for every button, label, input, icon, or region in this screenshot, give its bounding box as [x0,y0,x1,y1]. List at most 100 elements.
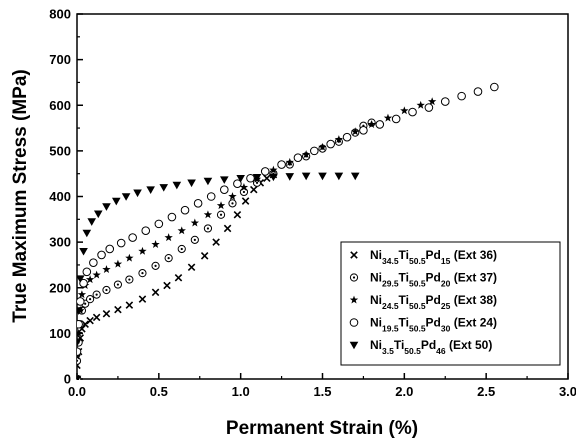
data-point [351,127,360,136]
series-s2 [77,118,376,380]
data-point [113,280,123,289]
data-point [334,172,344,181]
axis-ticks [76,13,569,380]
legend-text-part: (Ext 38) [450,293,497,307]
data-point [77,339,82,347]
data-point [154,219,164,229]
data-point [172,181,182,190]
data-point [190,235,199,244]
data-point [77,328,83,337]
data-point [114,305,122,314]
data-point [260,167,270,176]
y-tick-label: 800 [49,7,71,22]
data-point [350,172,360,181]
data-point [236,174,245,183]
data-point [128,233,137,242]
x-tick-label: 0.5 [150,384,168,399]
legend-label: Ni24.5Ti50.5Pd25 (Ext 38) [370,293,497,311]
y-tick-label: 100 [49,326,71,341]
y-tick-label: 300 [49,235,71,250]
data-point [174,273,183,282]
data-point [141,226,151,236]
data-point [457,91,466,101]
data-point [116,238,126,248]
y-tick-label: 200 [49,280,71,295]
legend-label: Ni19.5Ti50.5Pd30 (Ext 24) [370,316,497,334]
data-point [89,258,98,267]
data-point [82,267,92,277]
data-point [246,173,255,183]
data-point [220,176,229,184]
tick-labels: 0.0 0.5 1.0 1.5 2.0 2.5 3.0 0 100 200 300 400 500 600… [49,7,576,400]
legend-marker [349,273,359,282]
data-point [220,185,229,194]
data-point [203,224,213,233]
legend-subscript: 50.5 [404,346,421,356]
series-s1 [77,170,278,380]
data-point [203,177,213,186]
data-point [85,275,95,284]
legend-text-part: (Ext 50) [446,338,493,352]
data-point [111,197,121,206]
data-point [180,205,190,215]
legend-text-part: Ti [399,248,409,262]
data-point [151,261,160,270]
data-point [301,150,311,159]
legend-label: Ni34.5Ti50.5Pd15 (Ext 36) [370,248,497,266]
data-point [228,199,237,208]
data-point [301,172,311,181]
data-point [121,193,131,201]
legend-label: Ni3.5Ti50.5Pd46 (Ext 50) [370,338,492,356]
y-tick-label: 500 [49,143,71,158]
y-tick-label: 400 [49,189,71,204]
data-point [200,252,209,260]
legend-text-part: Ni [370,271,382,285]
legend-text-part: Pd [426,316,441,330]
data-point [359,126,368,135]
data-point [239,187,249,197]
data-point [151,288,160,297]
data-point [177,226,186,235]
data-point [138,246,147,255]
data-point [440,97,450,106]
legend-text-part: Ti [394,338,404,352]
data-point [164,233,173,242]
legend-subscript: 50.5 [409,279,426,289]
x-tick-label: 0.0 [68,384,86,399]
y-tick-label: 700 [49,52,71,67]
data-point [334,135,344,144]
data-point [77,356,82,365]
legend-text-part: Ni [370,293,382,307]
legend-text-part: (Ext 36) [450,248,497,262]
data-point [125,275,134,284]
data-point [87,218,97,226]
data-point [212,238,220,246]
data-point [285,173,295,181]
legend-text-part: Pd [421,338,436,352]
data-point [318,172,327,181]
data-point [216,201,226,210]
data-point [113,259,123,268]
legend-subscript: 25 [441,301,451,311]
data-point [92,313,101,322]
legend-subscript: 20 [441,279,451,289]
legend-text-part: (Ext 37) [450,271,497,285]
data-point [105,244,115,254]
data-point [146,186,155,194]
legend-subscript: 50.5 [409,324,426,334]
data-point [427,97,437,106]
series-s4 [77,82,499,380]
data-point [167,212,177,222]
legend-subscript: 34.5 [382,256,399,266]
data-point [187,263,196,271]
data-point [93,210,103,219]
data-point [416,100,425,109]
data-point [125,253,134,262]
legend-subscript: 3.5 [382,346,394,356]
data-point [77,319,83,329]
series-s5 [77,172,360,380]
x-axis-title: Permanent Strain (%) [226,418,418,439]
y-tick-label: 0 [64,372,71,387]
data-point [383,113,393,122]
data-point [277,160,286,169]
